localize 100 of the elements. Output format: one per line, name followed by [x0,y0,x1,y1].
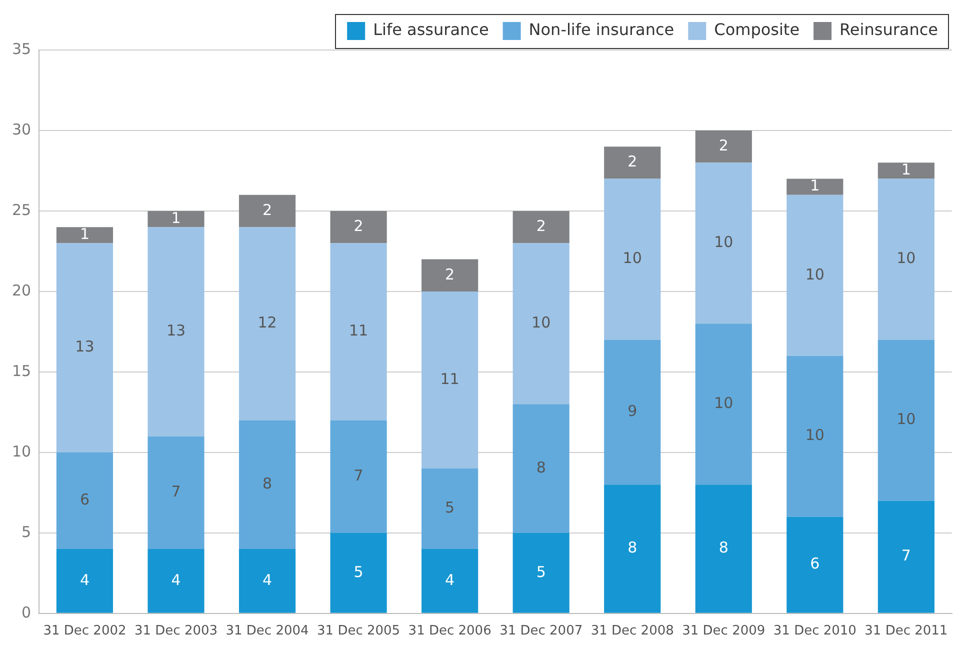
bar [604,178,661,340]
data-label: 13 [166,322,186,340]
data-label: 10 [622,249,642,268]
data-label: 1 [80,225,90,244]
bar [56,452,114,550]
legend-label: Composite [714,20,800,40]
bar [56,243,114,452]
y-tick-label: 30 [12,120,32,138]
y-tick-label: 0 [22,603,32,622]
bar [604,146,661,179]
x-tick-label: 31 Dec 2008 [590,624,674,639]
data-label: 4 [262,570,272,589]
bar [56,549,114,613]
legend-label: Non-life insurance [528,20,674,40]
data-label: 2 [445,265,455,284]
bar [512,210,570,244]
data-label: 5 [445,498,455,517]
bar [238,194,296,228]
bar [330,532,387,613]
data-label: 6 [810,554,820,573]
bar [330,420,387,533]
x-tick-label: 31 Dec 2010 [773,624,856,639]
bar [148,210,204,228]
bar [786,516,844,613]
x-tick-label: 31 Dec 2011 [864,624,948,639]
bar [878,178,934,340]
bar [238,549,296,613]
bar [695,162,752,324]
x-tick-label: 31 Dec 2002 [43,624,126,639]
bar [604,340,661,485]
x-tick-label: 31 Dec 2007 [500,624,583,639]
data-label: 10 [805,426,824,444]
data-label: 10 [714,233,734,252]
data-label: 11 [440,370,460,388]
y-tick-label: 20 [12,281,32,300]
bar [512,243,570,404]
x-tick-label: 31 Dec 2004 [226,624,309,639]
y-tick-label: 35 [12,40,32,58]
bar [786,194,844,356]
bar [786,178,844,195]
bar [422,468,478,550]
bar [148,436,204,550]
bar [786,356,844,517]
bar [512,532,570,613]
data-label: 2 [262,200,272,219]
data-label: 5 [354,562,364,581]
bar [878,340,934,501]
x-tick-label: 31 Dec 2003 [134,624,218,639]
bar [422,259,478,292]
data-label: 2 [536,216,546,235]
data-label: 1 [171,208,181,227]
bar [148,227,204,436]
bar [695,484,752,613]
data-label: 8 [262,474,272,493]
bar [330,243,387,420]
bar [330,210,387,244]
bar [422,549,478,613]
data-label: 10 [714,394,734,412]
data-label: 7 [354,466,364,484]
bar [695,324,752,485]
data-label: 11 [348,322,368,340]
data-label: 1 [901,160,911,179]
data-label: 6 [80,490,90,509]
data-label: 4 [80,570,90,589]
data-label: 12 [258,314,277,332]
data-label: 10 [896,410,916,428]
data-label: 1 [810,176,820,195]
y-tick-label: 10 [12,442,32,460]
data-label: 10 [896,249,916,268]
bar [56,227,114,244]
data-label: 4 [445,570,455,589]
data-label: 8 [718,538,728,557]
data-label: 2 [628,152,638,171]
bar [878,162,934,179]
x-tick-label: 31 Dec 2006 [408,624,492,639]
data-label: 10 [532,314,551,332]
data-label: 7 [901,546,911,565]
bar [238,227,296,420]
x-tick-label: 31 Dec 2009 [682,624,766,639]
y-tick-label: 5 [22,522,32,541]
data-label: 9 [628,402,638,420]
data-label: 10 [805,265,824,284]
y-tick-label: 15 [12,362,32,380]
x-tick-label: 31 Dec 2005 [317,624,400,639]
bar [238,420,296,550]
data-label: 2 [354,216,364,235]
data-label: 13 [75,338,94,356]
bar [604,484,661,613]
data-label: 8 [628,538,638,557]
legend-label: Life assurance [373,20,489,40]
data-label: 4 [171,570,181,589]
bar [878,500,934,613]
y-tick-label: 25 [12,200,32,219]
bar [422,291,478,469]
data-label: 2 [718,136,728,154]
legend-label: Reinsurance [840,20,938,40]
data-label: 7 [171,482,181,501]
bar [148,549,204,613]
bar [512,404,570,533]
data-label: 5 [536,562,546,581]
